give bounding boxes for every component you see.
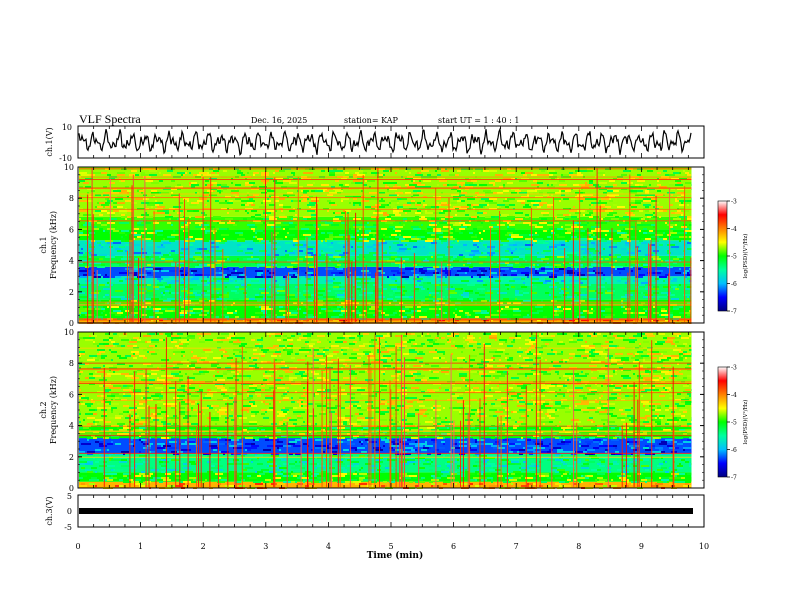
colorbar-tick-label: -6 [731,281,737,288]
spectrogram-texture [79,167,692,324]
frequency-band-1-3 [79,276,692,284]
spectrogram-2-ytick: 0 [69,484,74,493]
ch2-spectrogram-ylabel-channel: ch.2 [39,401,48,418]
x-tick-label: 7 [514,542,519,551]
x-tick-label: 3 [263,542,268,551]
x-tick-label: 1 [138,542,143,551]
colorbar-tick-label: -5 [731,420,737,427]
colorbar-tick-label: -6 [731,447,737,454]
spectrogram-2-ytick: 10 [64,328,74,337]
colorbar-scale [717,366,728,478]
x-tick-label: 4 [326,542,331,551]
frequency-band-1-7 [79,229,692,241]
ch1-spectrogram-ylabel-channel: ch.1 [39,236,48,253]
x-tick-label: 5 [388,542,393,551]
frequency-band-1-2 [79,284,692,300]
start-time-label: start UT = 1 : 40 : 1 [438,116,519,125]
colorbar-label: log(PSD)(V²/Hz) [742,400,749,445]
spectrogram-1-ytick: 6 [69,225,74,234]
spectrogram-2-ytick: 4 [69,422,74,431]
ch2-spectrogram-ylabel-frequency: Frequency (kHz) [49,376,58,444]
ch1-waveform-trace [78,126,692,156]
x-tick-label: 6 [451,542,456,551]
ch2-spectrogram-image [79,332,692,489]
spectrogram-texture [79,332,692,489]
ch3-ytick-top: 5 [67,492,72,501]
station-label: station= KAP [344,116,399,125]
colorbar-tick-label: -7 [731,475,737,482]
spectrogram-1-ytick: 2 [69,288,74,297]
ch1-colorbar: -3 -4 -5 -6 -7 log(PSD)(V²/Hz) [717,199,749,316]
spectrogram-1-ytick: 8 [69,194,74,203]
x-tick-label: 10 [699,542,709,551]
ch3-waveform-trace [79,508,693,514]
ch1-waveform-panel: 10 -10 ch.1(V) [45,123,705,163]
colorbar-scale [717,200,728,312]
date-label: Dec. 16, 2025 [251,116,307,125]
x-tick-label: 2 [201,542,206,551]
ch3-ytick-middle: 0 [67,507,72,516]
colorbar-tick-label: -3 [731,199,737,206]
frequency-band-1-4 [79,266,692,277]
ch1-spectrogram-panel: 0 2 4 6 8 10 ch.1 Frequency (kHz) [39,163,705,328]
x-tick-label: 0 [75,542,80,551]
spectrogram-1-ytick: 0 [69,319,74,328]
ch1-waveform-ylabel: ch.1(V) [45,127,54,156]
colorbar-tick-label: -3 [731,365,737,372]
ch2-spectrogram-panel: 0 2 4 6 8 10 ch.2 Frequency (kHz) [39,328,705,493]
spectrogram-2-ytick: 8 [69,359,74,368]
figure-title: VLF Spectra [79,112,141,126]
ch3-ytick-bottom: -5 [64,523,72,532]
ch3-waveform-ylabel: ch.3(V) [45,496,54,525]
colorbar-tick-label: -5 [731,254,737,261]
colorbar-tick-label: -7 [731,309,737,316]
ch1-spectrogram-image [79,167,692,324]
spectrogram-2-ytick: 2 [69,453,74,462]
ch1-ytick-top: 10 [62,123,72,132]
colorbar-tick-label: -4 [731,392,737,399]
colorbar-tick-label: -4 [731,226,737,233]
colorbar-label: log(PSD)(V²/Hz) [742,234,749,279]
x-axis-ticks: 0 1 2 3 4 5 6 7 8 9 10 [75,126,709,551]
frequency-band-1-0 [79,318,692,323]
x-axis-label: Time (min) [367,550,424,561]
spectrogram-1-ytick: 4 [69,257,74,266]
frequency-band-2-1 [79,472,692,482]
x-tick-label: 9 [639,542,644,551]
ch1-ytick-bottom: -10 [59,154,72,163]
ch1-spectrogram-ylabel-frequency: Frequency (kHz) [49,211,58,279]
x-tick-label: 8 [576,542,581,551]
frequency-band-2-0 [79,481,692,488]
spectrogram-1-ytick: 10 [64,163,74,172]
ch2-colorbar: -3 -4 -5 -6 -7 log(PSD)(V²/Hz) [717,365,749,482]
spectrogram-2-ytick: 6 [69,390,74,399]
ch3-waveform-panel: 5 0 -5 ch.3(V) [45,492,705,532]
